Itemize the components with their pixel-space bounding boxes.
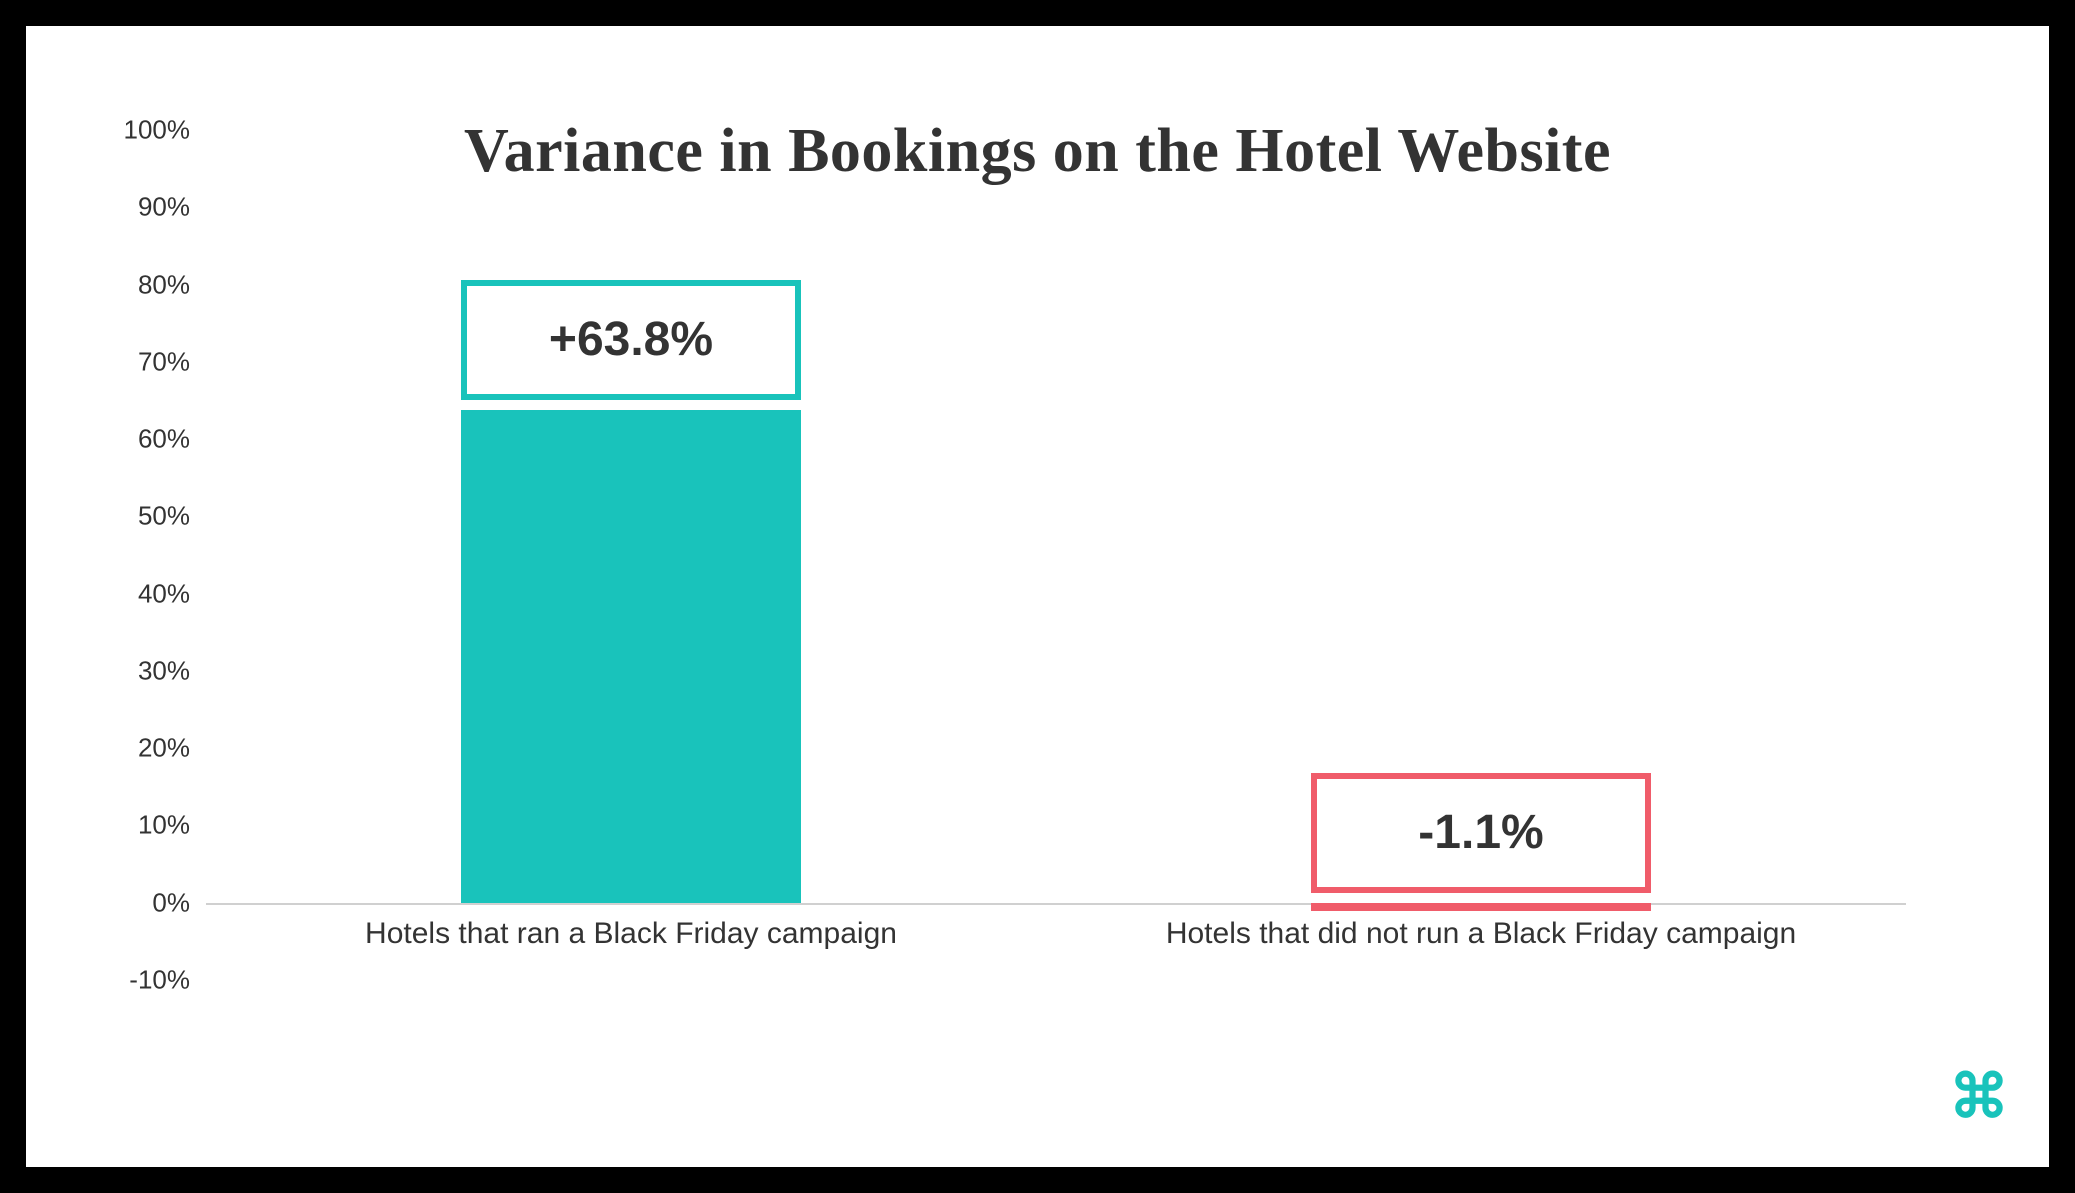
y-tick-label: 20%	[138, 733, 190, 764]
x-category-label: Hotels that ran a Black Friday campaign	[365, 917, 897, 951]
y-tick-label: 60%	[138, 424, 190, 455]
brand-logo-icon: ⌘	[1949, 1067, 2009, 1127]
y-tick-label: 30%	[138, 655, 190, 686]
x-category-label: Hotels that did not run a Black Friday c…	[1166, 917, 1796, 951]
bar	[1311, 903, 1651, 912]
bar	[461, 410, 801, 903]
y-tick-label: 40%	[138, 578, 190, 609]
value-label: +63.8%	[461, 280, 801, 400]
plot-area: -10%0%10%20%30%40%50%60%70%80%90%100%+63…	[206, 130, 1906, 980]
zero-baseline	[206, 903, 1906, 905]
y-tick-label: 10%	[138, 810, 190, 841]
y-tick-label: 50%	[138, 501, 190, 532]
y-tick-label: 80%	[138, 269, 190, 300]
y-tick-label: 100%	[124, 115, 191, 146]
chart-canvas: Variance in Bookings on the Hotel Websit…	[26, 26, 2049, 1167]
y-tick-label: -10%	[129, 965, 190, 996]
value-label: -1.1%	[1311, 773, 1651, 893]
y-tick-label: 90%	[138, 192, 190, 223]
y-tick-label: 0%	[152, 887, 190, 918]
y-tick-label: 70%	[138, 346, 190, 377]
